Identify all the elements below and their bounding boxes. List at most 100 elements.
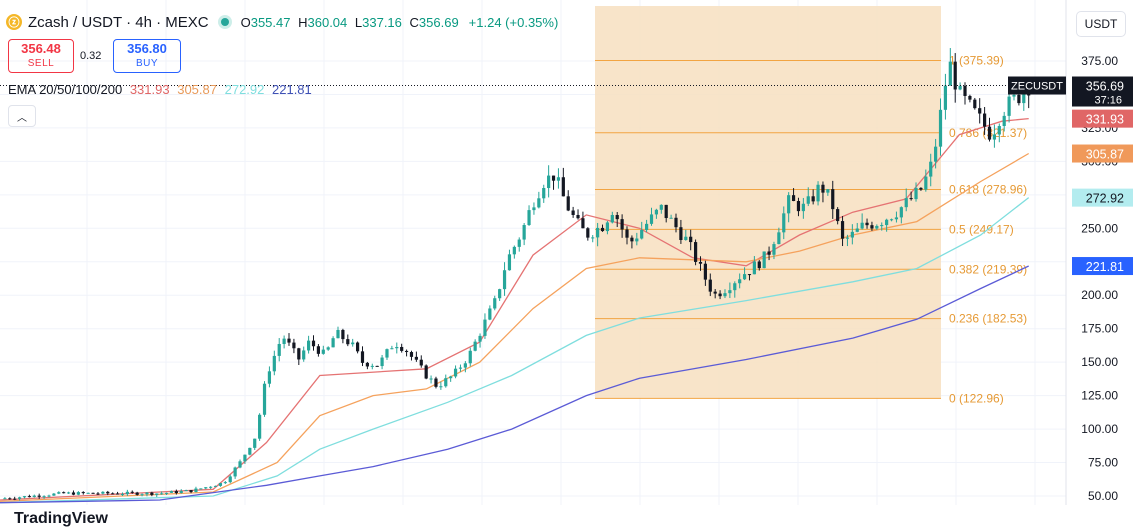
candle-down xyxy=(409,352,414,357)
candle-down xyxy=(115,493,120,495)
candle-up xyxy=(47,495,51,497)
candle-up xyxy=(556,177,561,181)
candle-up xyxy=(238,461,242,468)
candle-down xyxy=(1017,94,1021,104)
candle-down xyxy=(703,263,707,280)
buy-button[interactable]: 356.80 BUY xyxy=(113,39,181,73)
buy-label: BUY xyxy=(135,58,159,69)
candle-down xyxy=(414,356,418,360)
ema-legend[interactable]: EMA 20/50/100/200 331.93 305.87 272.92 2… xyxy=(8,82,316,97)
candle-up xyxy=(591,237,595,239)
candle-up xyxy=(140,494,144,496)
candle-up xyxy=(605,222,610,232)
candle-up xyxy=(522,225,526,240)
candle-up xyxy=(762,251,766,269)
candle-down xyxy=(375,365,379,367)
candle-up xyxy=(816,184,820,202)
market-open-indicator xyxy=(220,18,229,26)
candle-up xyxy=(101,491,105,494)
candle-up xyxy=(458,367,463,369)
candle-up xyxy=(17,497,22,499)
ema20-axis-label xyxy=(1072,109,1133,128)
candle-down xyxy=(404,350,409,353)
candle-up xyxy=(772,244,776,255)
candle-up xyxy=(22,496,27,498)
candle-up xyxy=(649,214,654,224)
candle-up xyxy=(125,491,129,495)
ema200-value: 221.81 xyxy=(272,82,312,97)
sell-button[interactable]: 356.48 SELL xyxy=(8,39,74,73)
candle-up xyxy=(282,338,286,344)
ema20-value: 331.93 xyxy=(129,82,170,97)
candle-up xyxy=(444,378,448,387)
candle-up xyxy=(507,254,512,271)
candle-up xyxy=(1012,94,1016,97)
candle-up xyxy=(904,198,908,208)
candle-up xyxy=(610,215,614,223)
candle-up xyxy=(439,386,443,388)
candle-up xyxy=(42,496,46,498)
y-tick-label: 175.00 xyxy=(1081,322,1118,336)
candle-up xyxy=(855,228,859,232)
candle-up xyxy=(57,492,61,494)
candle-down xyxy=(757,261,761,269)
candle-down xyxy=(698,261,703,264)
candle-up xyxy=(199,488,203,490)
candle-up xyxy=(351,342,355,345)
candle-down xyxy=(551,175,556,181)
candle-up xyxy=(76,492,80,495)
candle-down xyxy=(674,217,678,228)
sell-price: 356.48 xyxy=(21,41,61,56)
candle-up xyxy=(302,350,306,360)
candle-up xyxy=(453,368,458,377)
candle-down xyxy=(355,342,360,352)
spread-value: 0.32 xyxy=(80,50,102,62)
candle-down xyxy=(983,113,987,127)
y-tick-label: 200.00 xyxy=(1081,288,1118,302)
candle-up xyxy=(336,329,340,339)
candle-down xyxy=(586,228,590,238)
symbol-title[interactable]: Zcash / USDT · 4h · MEXC xyxy=(28,13,209,31)
fib-level-label: 0.236 (182.53) xyxy=(949,312,1027,326)
candle-up xyxy=(483,319,487,336)
collapse-legend-button[interactable]: ︿ xyxy=(8,105,36,127)
price-change: +1.24 (+0.35%) xyxy=(468,14,559,30)
candle-up xyxy=(938,109,943,147)
candle-up xyxy=(943,85,948,110)
candle-up xyxy=(223,482,227,484)
candle-up xyxy=(468,350,472,364)
ema50-axis-label xyxy=(1072,144,1133,163)
candle-down xyxy=(13,498,17,500)
candle-down xyxy=(37,495,41,497)
candle-down xyxy=(625,229,629,238)
candle-up xyxy=(517,239,521,247)
candle-up xyxy=(248,447,252,455)
ema100-value: 272.92 xyxy=(224,82,265,97)
candle-down xyxy=(600,227,605,232)
candle-up xyxy=(233,467,237,477)
current-price-text: 356.69 xyxy=(1086,80,1124,94)
candle-down xyxy=(365,362,369,367)
candle-up xyxy=(1022,93,1026,104)
candle-up xyxy=(179,491,183,494)
candle-up xyxy=(880,225,884,227)
candle-down xyxy=(566,196,570,211)
ema50-value: 305.87 xyxy=(177,82,217,97)
currency-selector[interactable]: USDT xyxy=(1076,11,1126,37)
candle-up xyxy=(267,371,272,384)
candle-up xyxy=(596,227,600,238)
candle-up xyxy=(449,376,453,379)
candle-up xyxy=(429,378,433,380)
current-price-label xyxy=(1072,76,1133,107)
candle-up xyxy=(885,219,889,226)
candle-up xyxy=(850,231,854,238)
candle-down xyxy=(713,291,717,294)
close-value: 356.69 xyxy=(418,14,459,30)
candle-up xyxy=(914,187,918,200)
candle-up xyxy=(66,492,71,494)
candle-up xyxy=(547,175,551,189)
candle-up xyxy=(1007,96,1011,116)
candle-up xyxy=(385,349,389,358)
candle-up xyxy=(889,219,894,221)
